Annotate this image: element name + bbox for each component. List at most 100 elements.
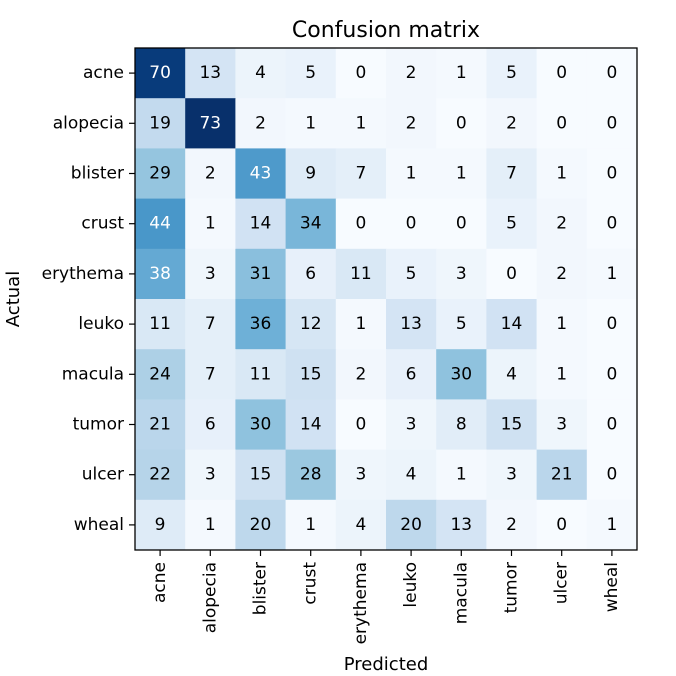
- cell-value-blister-macula: 1: [456, 164, 467, 184]
- x-tick-label-leuko: leuko: [401, 562, 421, 608]
- cell-value-wheal-tumor: 2: [506, 515, 517, 535]
- heatmap-cell-macula-wheal: [586, 349, 638, 400]
- cell-value-tumor-macula: 8: [456, 415, 467, 435]
- cell-value-acne-wheal: 0: [606, 63, 617, 83]
- x-axis-label: Predicted: [344, 654, 429, 675]
- cell-value-leuko-tumor: 14: [501, 314, 523, 334]
- cell-value-tumor-leuko: 3: [406, 415, 417, 435]
- cell-value-tumor-tumor: 15: [501, 415, 523, 435]
- y-axis-label: Actual: [3, 271, 24, 327]
- heatmap-cell-blister-alopecia: [185, 148, 236, 200]
- cell-value-ulcer-erythema: 3: [355, 465, 366, 485]
- y-tick-labels: acne alopecia blister crust erythema leuko mac…: [42, 63, 125, 535]
- cell-value-macula-wheal: 0: [606, 364, 617, 384]
- heatmap-cell-alopecia-crust: [285, 98, 337, 149]
- heatmap-cell-alopecia-erythema: [335, 98, 387, 149]
- cell-value-crust-blister: 14: [250, 214, 272, 234]
- cell-value-erythema-tumor: 0: [506, 264, 517, 284]
- heatmap-cell-tumor-tumor: [486, 399, 538, 451]
- heatmap-cell-ulcer-alopecia: [185, 449, 236, 501]
- cell-value-ulcer-acne: 22: [149, 465, 171, 485]
- cell-value-acne-tumor: 5: [506, 63, 517, 83]
- heatmap-cell-macula-ulcer: [536, 349, 588, 400]
- cell-value-leuko-alopecia: 7: [205, 314, 216, 334]
- heatmap-cell-ulcer-leuko: [386, 449, 437, 501]
- cell-value-crust-crust: 34: [300, 214, 322, 234]
- cell-value-leuko-ulcer: 1: [556, 314, 567, 334]
- heatmap-cell-alopecia-wheal: [586, 98, 638, 149]
- heatmap-cell-acne-acne: [135, 48, 186, 99]
- cell-value-alopecia-crust: 1: [305, 113, 316, 133]
- cell-value-crust-wheal: 0: [606, 214, 617, 234]
- cell-value-erythema-leuko: 5: [406, 264, 417, 284]
- heatmap-cell-blister-macula: [436, 148, 487, 200]
- heatmap-cell-blister-crust: [285, 148, 337, 200]
- cell-value-crust-erythema: 0: [355, 214, 366, 234]
- heatmap-cell-tumor-acne: [135, 399, 186, 451]
- heatmap-cell-erythema-leuko: [386, 248, 437, 300]
- heatmap-cell-alopecia-leuko: [386, 98, 437, 149]
- heatmap-cell-crust-blister: [235, 198, 287, 250]
- heatmap-cell-tumor-blister: [235, 399, 287, 451]
- heatmap-cell-crust-crust: [285, 198, 337, 250]
- cell-value-blister-ulcer: 1: [556, 164, 567, 184]
- cell-value-erythema-alopecia: 3: [205, 264, 216, 284]
- heatmap-cell-wheal-erythema: [335, 499, 387, 551]
- heatmap-cell-leuko-crust: [285, 299, 337, 350]
- cell-value-tumor-crust: 14: [300, 415, 322, 435]
- heatmap-cell-macula-tumor: [486, 349, 538, 400]
- y-tick-label-acne: acne: [83, 63, 124, 83]
- x-tick-label-crust: crust: [301, 562, 321, 605]
- cell-value-leuko-blister: 36: [250, 314, 272, 334]
- cell-value-blister-erythema: 7: [355, 164, 366, 184]
- y-tick-label-leuko: leuko: [78, 314, 124, 334]
- cell-value-macula-leuko: 6: [406, 364, 417, 384]
- heatmap-cell-tumor-crust: [285, 399, 337, 451]
- heatmap-cell-ulcer-tumor: [486, 449, 538, 501]
- cell-value-acne-erythema: 0: [355, 63, 366, 83]
- x-tick-label-wheal: wheal: [602, 562, 622, 612]
- heatmap-cell-leuko-wheal: [586, 299, 638, 350]
- heatmap-cell-macula-macula: [436, 349, 487, 400]
- cell-value-erythema-blister: 31: [250, 264, 272, 284]
- heatmap-cell-tumor-wheal: [586, 399, 638, 451]
- cell-value-wheal-blister: 20: [250, 515, 272, 535]
- heatmap-cell-macula-alopecia: [185, 349, 236, 400]
- heatmap-cell-leuko-blister: [235, 299, 287, 350]
- heatmap-cell-wheal-ulcer: [536, 499, 588, 551]
- cell-value-leuko-acne: 11: [149, 314, 171, 334]
- y-tick-label-erythema: erythema: [42, 264, 124, 284]
- heatmap-cell-acne-leuko: [386, 48, 437, 99]
- cell-value-acne-blister: 4: [255, 63, 266, 83]
- cell-value-ulcer-macula: 1: [456, 465, 467, 485]
- cell-value-tumor-acne: 21: [149, 415, 171, 435]
- cell-value-acne-ulcer: 0: [556, 63, 567, 83]
- heatmap-cell-crust-erythema: [335, 198, 387, 250]
- heatmap-cell-wheal-alopecia: [185, 499, 236, 551]
- heatmap-cell-macula-blister: [235, 349, 287, 400]
- cell-value-erythema-acne: 38: [149, 264, 171, 284]
- axis-ticks: [129, 72, 613, 556]
- cell-value-alopecia-erythema: 1: [355, 113, 366, 133]
- x-tick-label-macula: macula: [451, 562, 471, 624]
- x-tick-label-blister: blister: [251, 562, 271, 615]
- x-tick-label-erythema: erythema: [351, 562, 371, 644]
- cell-value-wheal-acne: 9: [155, 515, 166, 535]
- cell-value-blister-acne: 29: [149, 164, 171, 184]
- cell-value-macula-erythema: 2: [355, 364, 366, 384]
- cell-value-acne-crust: 5: [305, 63, 316, 83]
- cell-value-wheal-erythema: 4: [355, 515, 366, 535]
- heatmap-cell-alopecia-tumor: [486, 98, 538, 149]
- cell-value-alopecia-alopecia: 73: [199, 113, 221, 133]
- heatmap-cell-acne-ulcer: [536, 48, 588, 99]
- heatmap-cell-erythema-acne: [135, 248, 186, 300]
- cell-value-erythema-erythema: 11: [350, 264, 372, 284]
- cell-value-tumor-alopecia: 6: [205, 415, 216, 435]
- cell-value-ulcer-alopecia: 3: [205, 465, 216, 485]
- cell-value-erythema-macula: 3: [456, 264, 467, 284]
- cell-value-blister-crust: 9: [305, 164, 316, 184]
- heatmap-cell-macula-acne: [135, 349, 186, 400]
- heatmap-cell-wheal-leuko: [386, 499, 437, 551]
- heatmap-cell-tumor-alopecia: [185, 399, 236, 451]
